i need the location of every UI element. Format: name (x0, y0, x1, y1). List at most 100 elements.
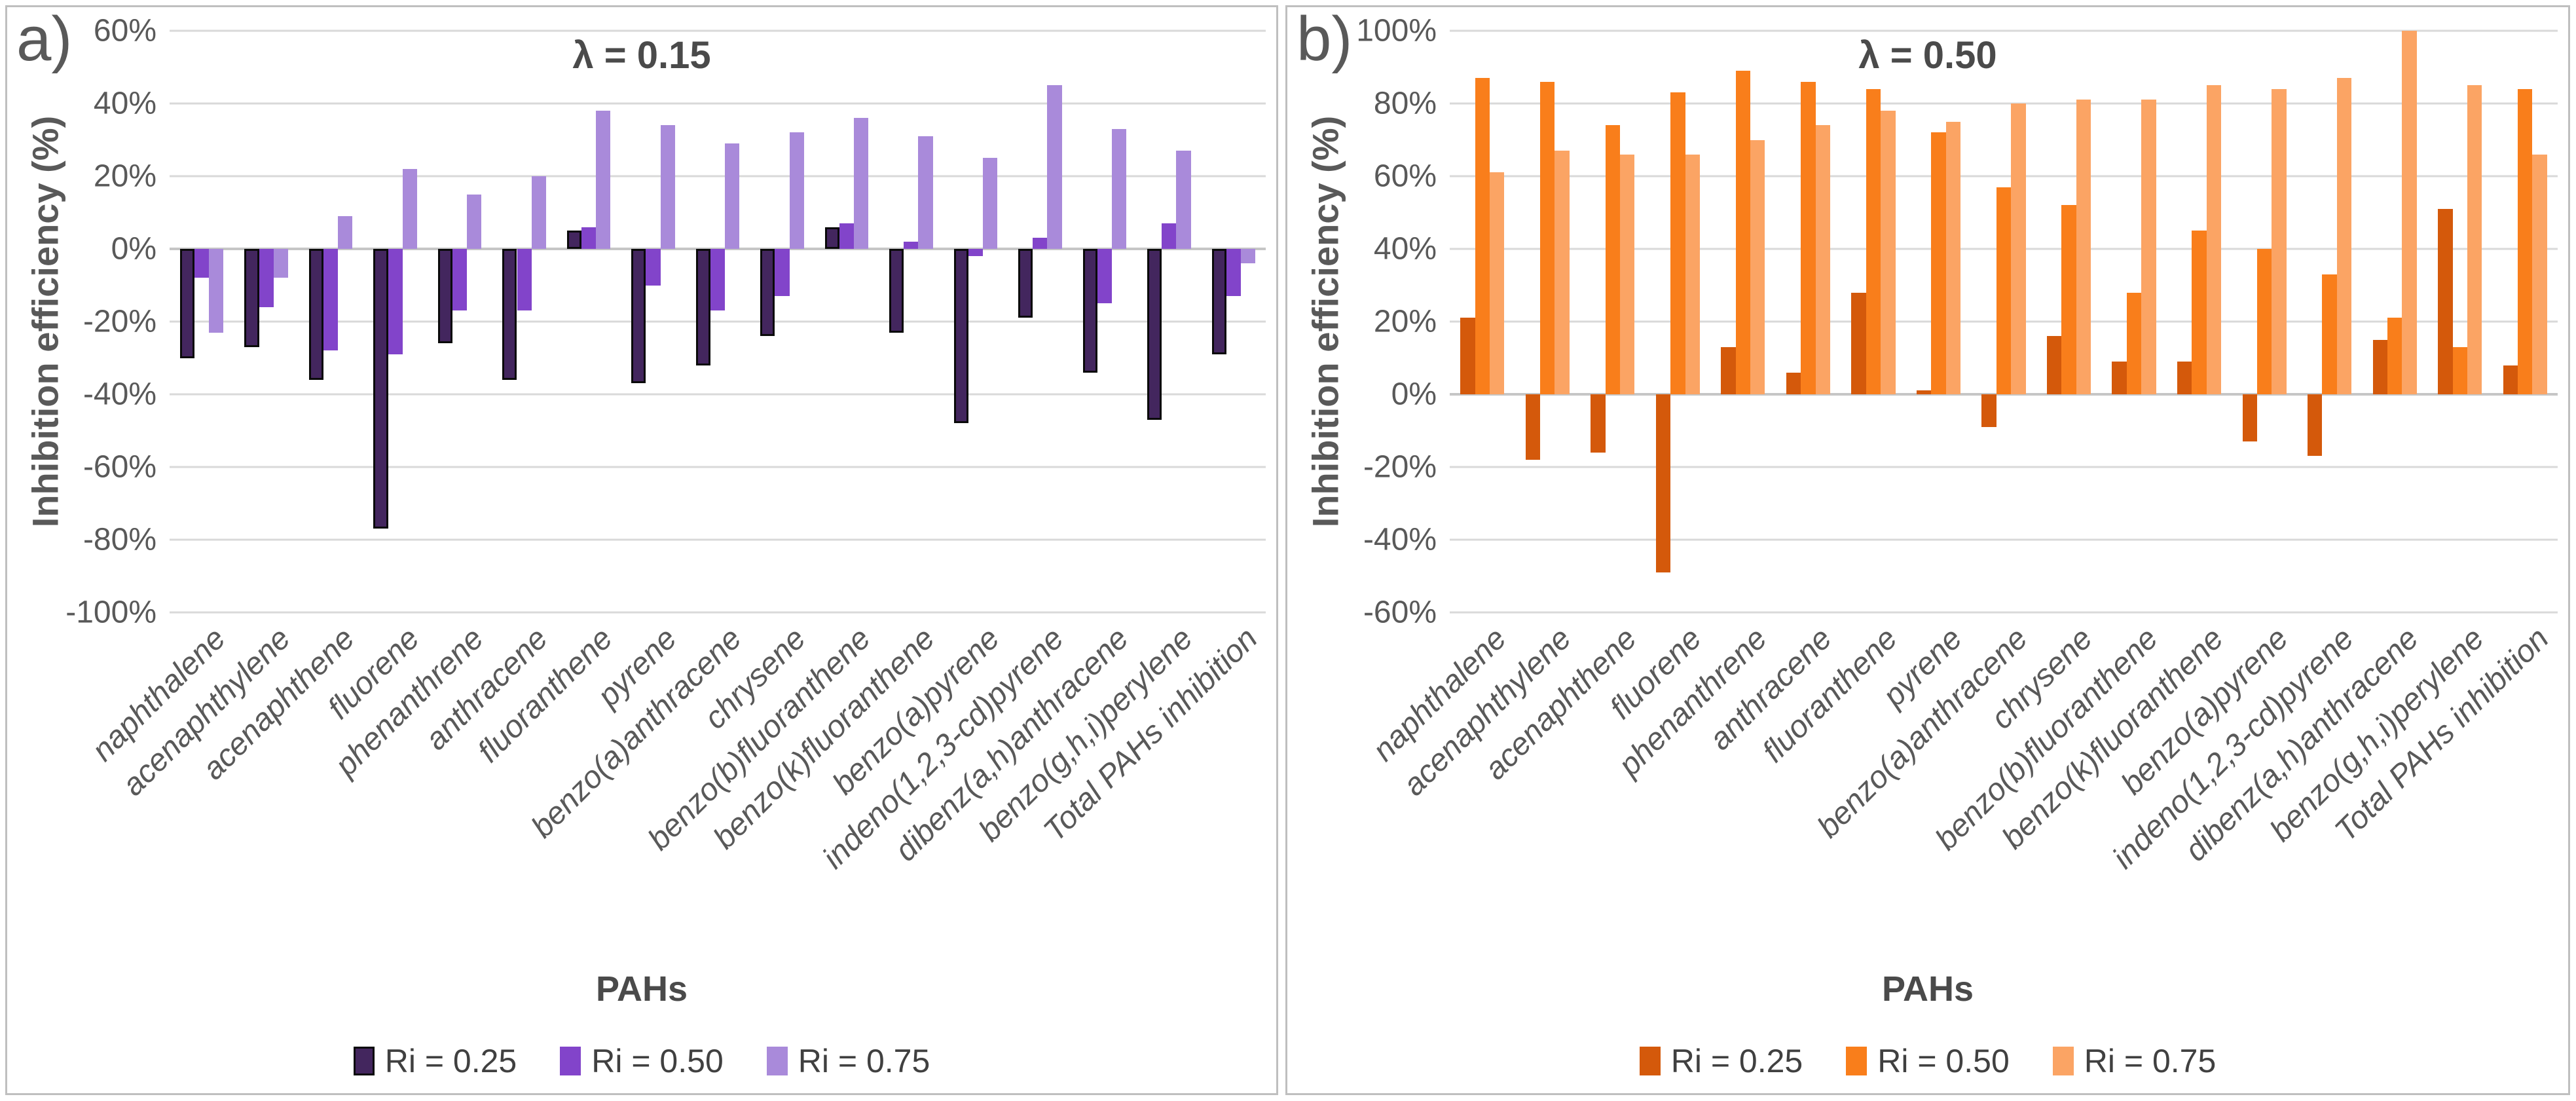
bar-series-2 (1801, 81, 1816, 394)
panel-b-legend: Ri = 0.25 Ri = 0.50 Ri = 0.75 (1287, 1042, 2568, 1080)
bar-series-2 (1540, 81, 1555, 394)
bar-series-3 (273, 249, 288, 278)
gridline (170, 611, 1266, 614)
bar-series-2 (2322, 274, 2337, 394)
bar-series-1 (244, 249, 259, 347)
bar-series-3 (982, 158, 998, 249)
bar-series-2 (388, 249, 403, 354)
bar-series-3 (1750, 140, 1765, 394)
bar-series-2 (1605, 125, 1621, 394)
bar-series-3 (854, 118, 869, 249)
legend-item: Ri = 0.50 (560, 1042, 724, 1080)
bar-series-3 (402, 168, 417, 249)
bar-series-2 (1996, 187, 2012, 394)
bar-series-2 (1226, 249, 1241, 297)
panel-b: b) λ = 0.50 Inhibition efficiency (%) 10… (1285, 4, 2570, 1095)
bar-series-3 (531, 176, 546, 249)
y-tick-label: 40% (1373, 231, 1437, 267)
bar-series-3 (1176, 151, 1191, 249)
bar-series-2 (904, 241, 919, 249)
legend-item: Ri = 0.75 (766, 1042, 930, 1080)
gridline (1450, 29, 2558, 32)
bar-series-3 (1620, 154, 1635, 394)
bar-series-1 (373, 249, 388, 529)
bar-series-1 (695, 249, 710, 365)
bar-series-2 (775, 249, 790, 297)
bar-series-1 (1018, 249, 1033, 318)
bar-series-1 (437, 249, 453, 344)
bar-series-1 (2503, 365, 2518, 394)
y-tick-label: -20% (1363, 449, 1437, 485)
bar-series-3 (1240, 249, 1255, 264)
bar-series-1 (1655, 394, 1671, 572)
y-tick-label: -40% (1363, 522, 1437, 557)
bar-series-1 (824, 227, 839, 249)
bar-series-2 (2387, 318, 2402, 394)
panel-a-corner-label: a) (16, 4, 73, 74)
bar-series-3 (1489, 172, 1505, 394)
y-tick-label: 60% (1373, 159, 1437, 194)
bar-series-3 (1047, 85, 1062, 249)
bar-series-3 (2272, 88, 2287, 394)
bar-series-3 (918, 136, 933, 249)
bar-series-3 (2011, 103, 2026, 394)
bar-series-1 (1916, 390, 1932, 394)
bar-series-2 (194, 249, 210, 278)
legend-swatch (353, 1047, 375, 1075)
bar-series-1 (1147, 249, 1162, 420)
gridline (1450, 466, 2558, 468)
bar-series-2 (2126, 292, 2142, 394)
bar-series-2 (1931, 132, 1946, 394)
bar-series-2 (517, 249, 532, 311)
bar-series-1 (1591, 394, 1606, 453)
bar-series-3 (2206, 85, 2222, 394)
bar-series-1 (2438, 208, 2453, 394)
legend-label: Ri = 0.25 (384, 1043, 517, 1079)
y-tick-label: -80% (83, 522, 156, 557)
bar-series-3 (725, 143, 740, 249)
legend-swatch (2052, 1047, 2074, 1075)
y-tick-label: -60% (83, 449, 156, 485)
gridline (170, 102, 1266, 105)
bar-series-2 (259, 249, 274, 307)
bar-series-1 (180, 249, 195, 358)
panel-a-legend: Ri = 0.25 Ri = 0.50 Ri = 0.75 (7, 1042, 1276, 1080)
bar-series-1 (1981, 394, 1996, 427)
bar-series-3 (789, 132, 804, 249)
bar-series-1 (502, 249, 517, 380)
y-tick-label: 0% (111, 231, 156, 267)
bar-series-1 (2046, 336, 2062, 394)
bar-series-3 (2532, 154, 2547, 394)
panel-a-plot-area (170, 29, 1266, 614)
y-tick-label: 20% (93, 159, 156, 194)
bar-series-3 (1111, 128, 1127, 249)
y-tick-label: -100% (65, 595, 156, 630)
y-tick-label: 80% (1373, 86, 1437, 121)
gridline (1450, 538, 2558, 541)
panel-a-chart-title: λ = 0.15 (572, 34, 711, 77)
gridline (1450, 102, 2558, 105)
bar-series-2 (452, 249, 468, 311)
bar-series-2 (1866, 88, 1881, 394)
gridline (1450, 175, 2558, 177)
legend-item: Ri = 0.25 (1639, 1042, 1803, 1080)
y-tick-label: -20% (83, 304, 156, 339)
panel-a: a) λ = 0.15 Inhibition efficiency (%) 60… (5, 4, 1278, 1095)
bar-series-1 (1851, 292, 1866, 394)
bar-series-2 (968, 249, 983, 257)
bar-series-2 (2192, 231, 2207, 394)
bar-series-1 (1786, 372, 1801, 394)
bar-series-3 (2402, 31, 2417, 394)
bar-series-2 (1670, 92, 1685, 394)
bar-series-1 (2112, 362, 2127, 394)
bar-series-3 (1881, 111, 1896, 394)
bar-series-1 (1082, 249, 1097, 373)
bar-series-3 (2076, 100, 2091, 394)
bar-series-2 (839, 223, 854, 249)
y-tick-label: 40% (93, 86, 156, 121)
bar-series-2 (2061, 205, 2076, 394)
gridline (170, 320, 1266, 323)
panel-a-x-axis-title: PAHs (595, 969, 688, 1009)
bar-series-3 (1945, 121, 1961, 394)
